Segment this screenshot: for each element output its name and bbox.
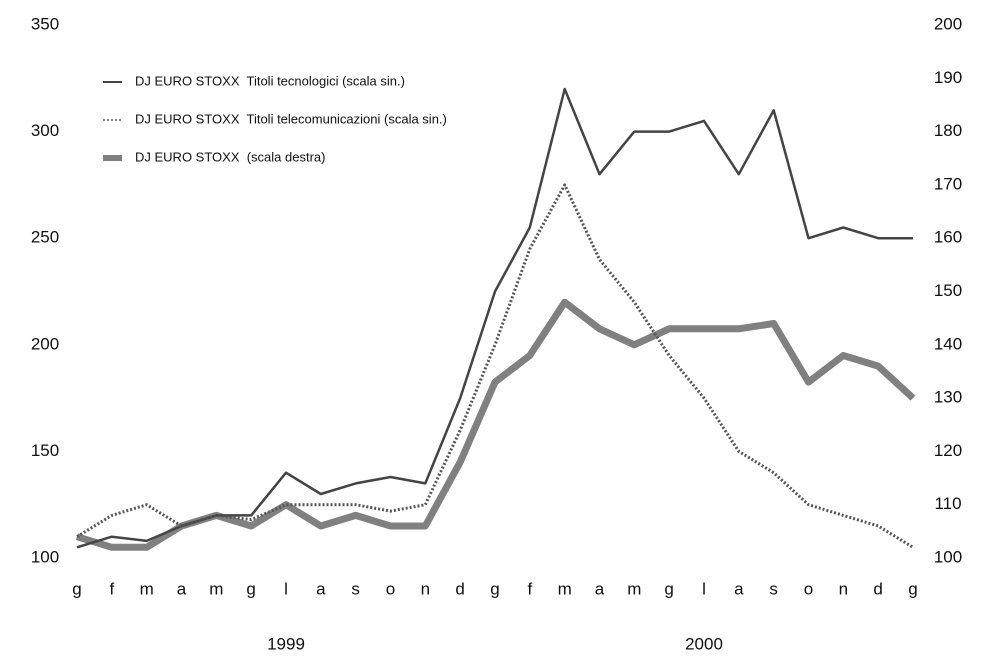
x-tick-label: m (627, 579, 641, 598)
y2-tick-label: 150 (934, 281, 962, 300)
y2-tick-label: 120 (934, 441, 962, 460)
y-tick-label: 150 (31, 441, 59, 460)
x-tick-label: o (386, 579, 395, 598)
x-tick-label: g (246, 579, 255, 598)
y2-tick-label: 130 (934, 388, 962, 407)
x-tick-label: d (455, 579, 464, 598)
x-tick-label: l (284, 579, 288, 598)
y-tick-label: 300 (31, 121, 59, 140)
y-tick-label: 350 (31, 14, 59, 33)
x-tick-label: n (421, 579, 430, 598)
x-tick-label: m (140, 579, 154, 598)
x-tick-label: g (664, 579, 673, 598)
x-tick-label: n (839, 579, 848, 598)
x-tick-label: l (702, 579, 706, 598)
y2-tick-label: 140 (934, 334, 962, 353)
x-tick-label: g (908, 579, 917, 598)
legend-label: DJ EURO STOXX (scala destra) (135, 149, 325, 164)
x-tick-label: f (109, 579, 114, 598)
x-tick-label: a (177, 579, 187, 598)
y2-tick-label: 180 (934, 121, 962, 140)
x-tick-label: a (595, 579, 605, 598)
x-tick-label: a (734, 579, 744, 598)
series-line (75, 298, 916, 551)
y2-tick-label: 190 (934, 68, 962, 87)
x-tick-label: m (558, 579, 572, 598)
y2-tick-label: 200 (934, 14, 962, 33)
legend-label: DJ EURO STOXX Titoli telecomunicazioni (… (135, 111, 447, 126)
x-tick-label: o (804, 579, 813, 598)
year-label: 2000 (685, 634, 723, 653)
x-tick-label: d (873, 579, 882, 598)
series-line (76, 183, 914, 549)
series-line (76, 87, 913, 549)
year-label: 1999 (267, 634, 305, 653)
y2-tick-label: 160 (934, 228, 962, 247)
legend-label: DJ EURO STOXX Titoli tecnologici (scala … (135, 73, 405, 88)
y2-tick-label: 170 (934, 174, 962, 193)
y-tick-label: 200 (31, 334, 59, 353)
x-tick-label: g (72, 579, 81, 598)
y-tick-label: 100 (31, 547, 59, 566)
y-tick-label: 250 (31, 228, 59, 247)
x-tick-label: s (351, 579, 360, 598)
x-tick-label: m (209, 579, 223, 598)
x-tick-label: g (490, 579, 499, 598)
x-tick-label: f (527, 579, 532, 598)
x-tick-label: s (769, 579, 778, 598)
y2-tick-label: 110 (934, 494, 961, 513)
x-tick-label: a (316, 579, 326, 598)
y2-tick-label: 100 (934, 547, 962, 566)
